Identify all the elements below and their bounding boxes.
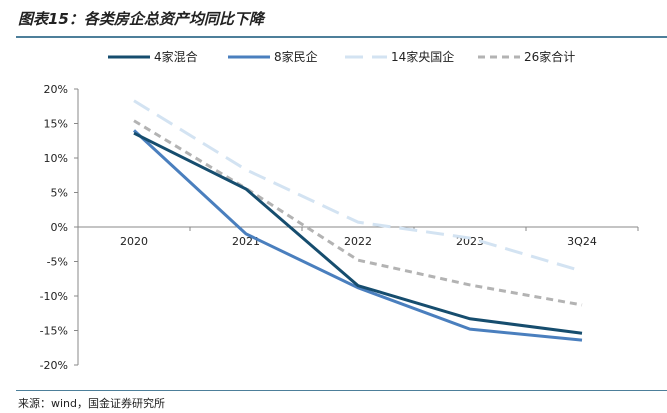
source-note: 来源：wind，国金证券研究所	[18, 397, 166, 410]
series-line-2	[132, 129, 583, 342]
y-tick-label: -10%	[40, 290, 68, 303]
title-divider	[16, 36, 667, 38]
legend-label: 8家民企	[274, 49, 318, 64]
y-tick-label: 0%	[51, 221, 68, 234]
chart-title: 图表15：各类房企总资产均同比下降	[18, 10, 264, 28]
legend-label: 14家央国企	[391, 49, 454, 64]
y-tick-label: 15%	[44, 118, 68, 131]
y-tick-label: 5%	[51, 187, 68, 200]
y-tick-label: -15%	[40, 325, 68, 338]
y-tick-label: 10%	[44, 152, 68, 165]
y-tick-label: -20%	[40, 359, 68, 372]
source-divider	[16, 390, 667, 391]
series-line-3	[133, 99, 583, 273]
legend-label: 26家合计	[524, 49, 575, 64]
x-tick-label: 2022	[344, 235, 372, 248]
series-line-4	[133, 119, 583, 307]
y-tick-label: -5%	[47, 256, 68, 269]
series-line-1	[133, 131, 583, 335]
y-tick-label: 20%	[44, 83, 68, 96]
x-tick-label: 2020	[120, 235, 148, 248]
legend-label: 4家混合	[154, 49, 198, 64]
x-tick-label: 3Q24	[567, 235, 597, 248]
